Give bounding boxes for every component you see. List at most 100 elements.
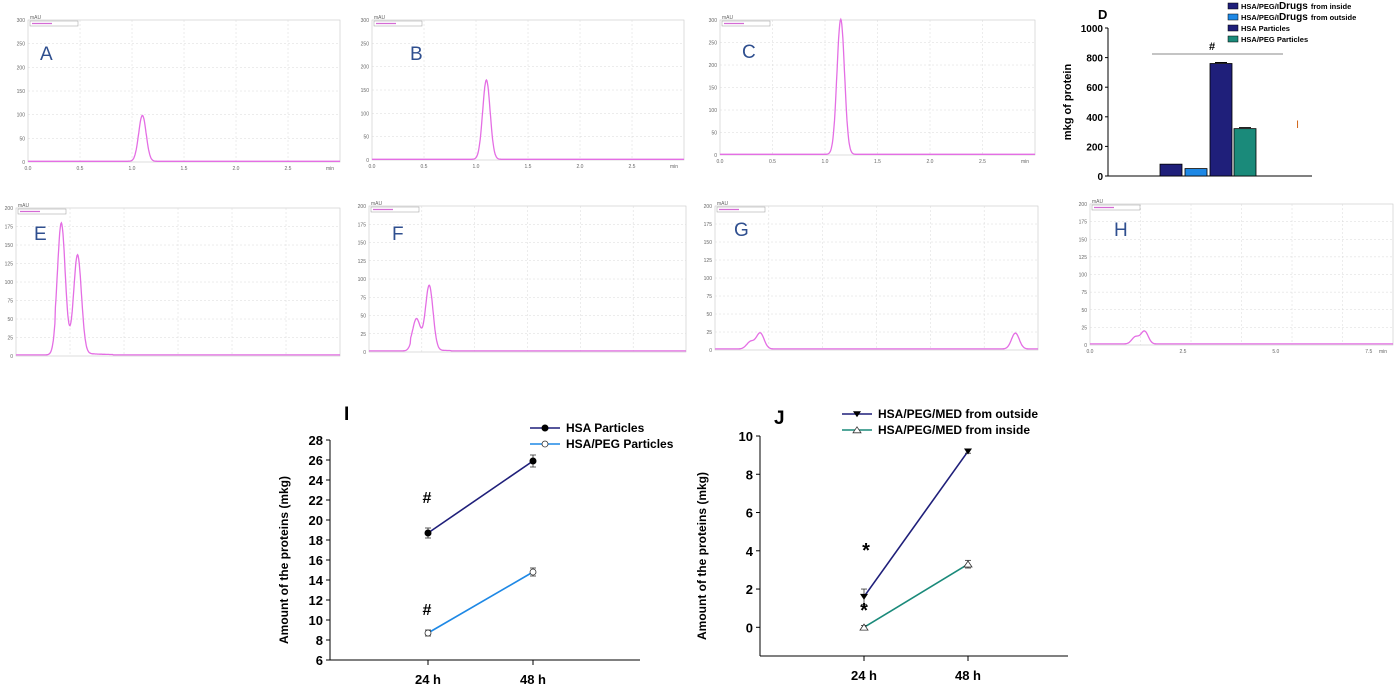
- x-tick-label: 0.0: [25, 166, 32, 172]
- chromatogram-trace: [720, 17, 1035, 155]
- annotation-label: #: [423, 602, 432, 619]
- chromatogram-trace: [16, 221, 340, 356]
- bar: [1159, 163, 1183, 177]
- y-tick-label: 400: [1086, 113, 1103, 124]
- data-point: [541, 440, 549, 448]
- y-tick-label: 75: [7, 299, 13, 305]
- y-tick-label: 100: [704, 276, 713, 282]
- y-tick-label: 14: [309, 573, 324, 588]
- chromatogram-c: 300 250 200 150 100 50 00.0 0.5 1.0 1.5 2.0 2.5 min m…: [709, 15, 1036, 165]
- legend-swatch: [1227, 24, 1239, 32]
- data-point: [963, 560, 973, 568]
- y-tick-label: 125: [704, 258, 713, 264]
- chromatogram-trace: [372, 78, 684, 160]
- panel-label: B: [410, 44, 423, 65]
- legend-label: HSA/PEG Particles: [566, 437, 674, 451]
- legend-box: [370, 206, 420, 213]
- y-tick-label: 150: [361, 88, 370, 94]
- legend-label-suffix: from outside: [1311, 13, 1356, 22]
- data-point: [853, 411, 861, 418]
- y-tick-label: 600: [1086, 83, 1103, 94]
- legend-swatch: [1227, 2, 1239, 10]
- y-tick-label: 0: [10, 354, 13, 360]
- chromatogram-a: 300 250 200 150 100 50 00.0 0.5 1.0 1.5 2.0 2.5 min m…: [17, 15, 341, 172]
- x-axis-unit: min: [1379, 349, 1387, 355]
- y-axis-unit: mAU: [1092, 199, 1104, 205]
- x-tick-label: 1.0: [473, 164, 480, 170]
- x-tick-label: 48 h: [955, 668, 981, 683]
- y-tick-label: 100: [361, 111, 370, 117]
- y-tick-label: 100: [5, 280, 14, 286]
- x-tick-label: 2.5: [629, 164, 636, 170]
- line-chart-j: J 10 8 6 4 2 0 Amount of the proteins (mkg) 24 h…: [695, 407, 1068, 683]
- x-tick-label: 1.5: [874, 159, 881, 165]
- y-tick-label: 2: [746, 582, 753, 597]
- panel-label: F: [392, 224, 404, 245]
- x-tick-label: 5.0: [1272, 349, 1279, 355]
- y-tick-label: 200: [358, 204, 367, 210]
- legend-box: [721, 20, 771, 27]
- x-axis-unit: min: [1021, 159, 1029, 165]
- stray-mark: I: [1296, 119, 1299, 131]
- y-axis-unit: mAU: [18, 203, 30, 209]
- data-point: [529, 457, 537, 465]
- x-tick-label: 2.5: [979, 159, 986, 165]
- y-tick-label: 1000: [1081, 24, 1104, 35]
- panel-label: C: [742, 42, 756, 63]
- annotation-label: #: [1209, 41, 1215, 53]
- y-tick-label: 200: [709, 63, 718, 69]
- x-tick-label: 2.5: [285, 166, 292, 172]
- data-point: [860, 593, 868, 600]
- y-tick-label: 200: [1079, 202, 1088, 208]
- x-tick-label: 24 h: [415, 672, 441, 686]
- x-tick-label: 1.0: [822, 159, 829, 165]
- y-tick-label: 300: [17, 18, 26, 24]
- y-tick-label: 26: [309, 453, 323, 468]
- y-tick-label: 25: [706, 330, 712, 336]
- legend-box: [373, 20, 423, 27]
- y-tick-label: 0: [22, 160, 25, 166]
- y-axis-unit: mAU: [717, 201, 729, 207]
- legend-label-emph: Drugs: [1279, 1, 1308, 12]
- y-tick-label: 300: [709, 18, 718, 24]
- legend-label: HSA/PEG Particles: [1241, 35, 1308, 44]
- legend-label-emph: Drugs: [1279, 12, 1308, 23]
- y-tick-label: 0: [714, 153, 717, 159]
- line-chart-i: I 28 26 24 22 20 18 16 14 12 10 8 6 Amount of the pro…: [277, 404, 674, 686]
- series-line: [427, 460, 534, 534]
- y-axis-unit: mAU: [30, 15, 42, 21]
- y-tick-label: 125: [358, 259, 367, 265]
- chromatogram-h: 200 175 150 125 100 75 50 25 00.0 2.5 5.0 7.5 min mAU…: [1079, 199, 1394, 355]
- data-point: [964, 448, 972, 455]
- y-tick-label: 0: [366, 158, 369, 164]
- bar: [1184, 168, 1208, 177]
- y-tick-label: 20: [309, 513, 323, 528]
- y-tick-label: 175: [358, 222, 367, 228]
- x-tick-label: 0.5: [77, 166, 84, 172]
- data-point: [529, 568, 537, 576]
- x-tick-label: 1.5: [525, 164, 532, 170]
- y-tick-label: 200: [17, 65, 26, 71]
- chromatogram-trace: [1090, 330, 1393, 345]
- x-tick-label: 0.0: [717, 159, 724, 165]
- data-point: [541, 424, 549, 432]
- y-tick-label: 16: [309, 553, 323, 568]
- legend-swatch: [1227, 35, 1239, 43]
- chromatogram-g: 200 175 150 125 100 75 50 25 0 mAU G: [704, 201, 1039, 354]
- y-tick-label: 125: [1079, 255, 1088, 261]
- y-tick-label: 75: [706, 294, 712, 300]
- panel-label: D: [1098, 7, 1107, 22]
- y-tick-label: 150: [1079, 237, 1088, 243]
- x-tick-label: 1.0: [129, 166, 136, 172]
- y-tick-label: 28: [309, 433, 323, 448]
- chromatogram-trace: [369, 284, 686, 352]
- y-tick-label: 50: [360, 314, 366, 320]
- y-tick-label: 50: [711, 131, 717, 137]
- x-tick-label: 2.5: [1179, 349, 1186, 355]
- x-tick-label: 24 h: [851, 668, 877, 683]
- y-tick-label: 100: [17, 113, 26, 119]
- y-tick-label: 6: [746, 506, 753, 521]
- y-tick-label: 8: [746, 467, 753, 482]
- x-tick-label: 48 h: [520, 672, 546, 686]
